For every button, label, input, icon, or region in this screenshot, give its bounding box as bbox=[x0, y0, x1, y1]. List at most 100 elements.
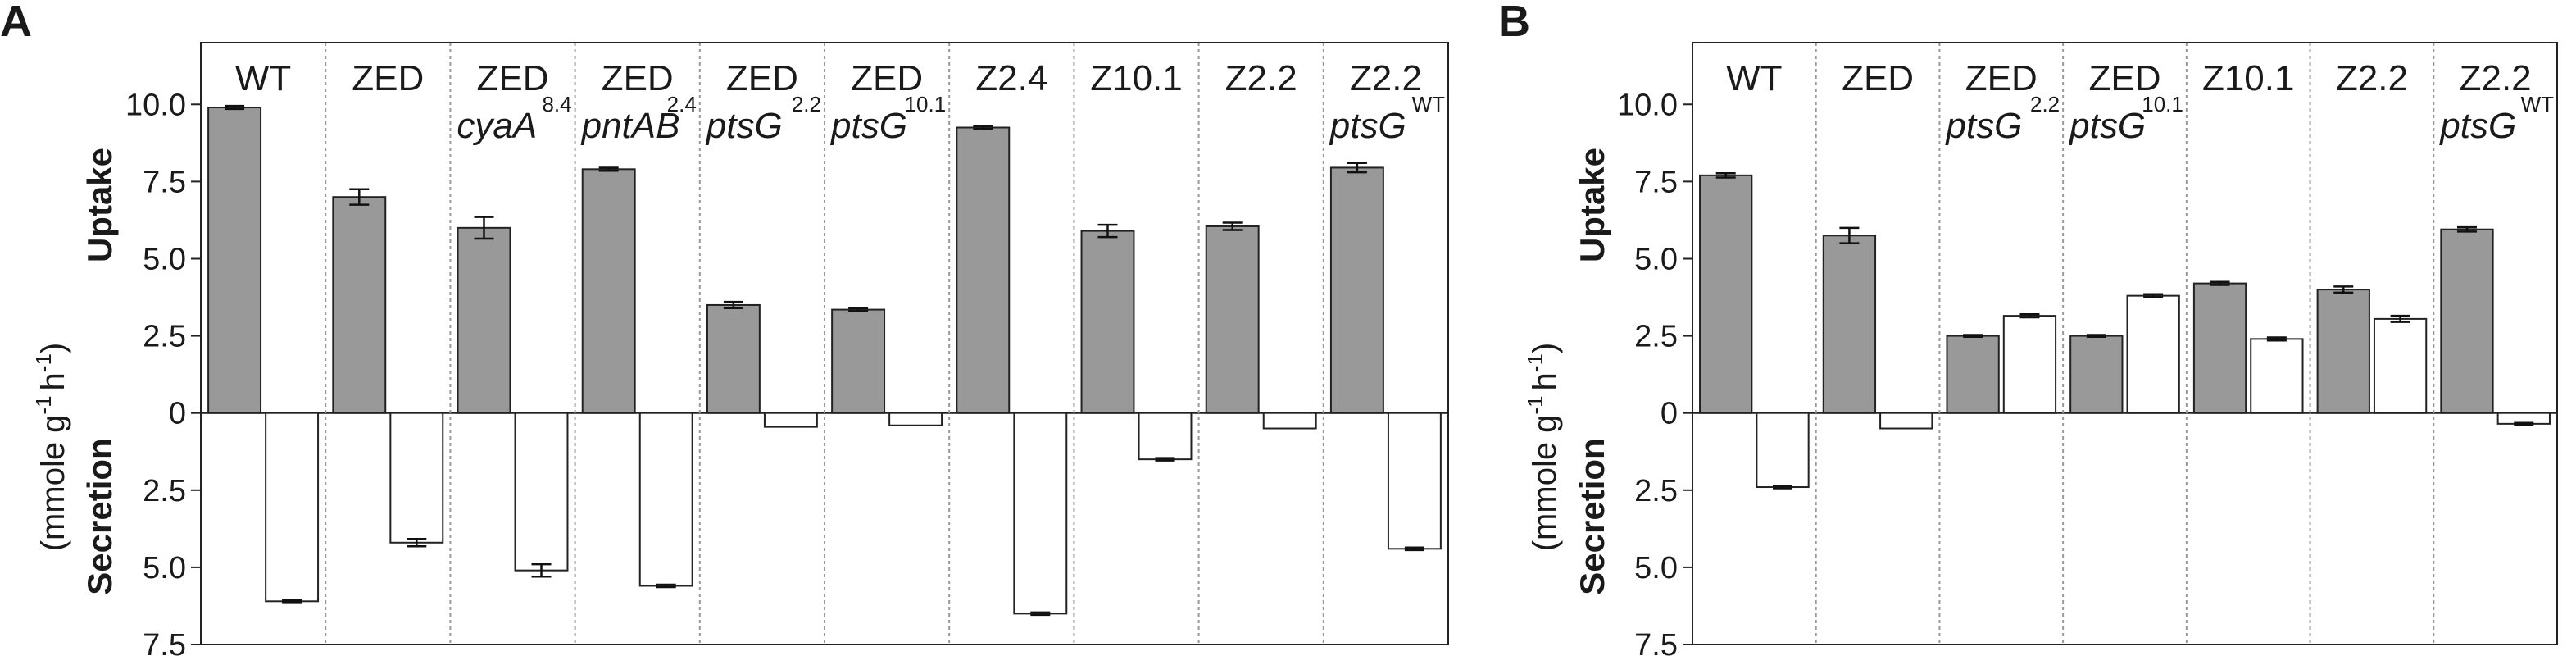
panel-b-secretion-label: Secretion bbox=[1573, 438, 1611, 594]
panel-b-bar-s1-2 bbox=[2002, 315, 2057, 414]
panel-a-y-ticks: 7.5 5.0 2.5 0 2.5 5.0 7.5 10.0 bbox=[125, 88, 201, 656]
panel-b-category-label-6: Z2.2 bbox=[2460, 58, 2532, 98]
panel-a-bar-s0-2 bbox=[457, 226, 511, 414]
panel-b-genotype-sup-3: 10.1 bbox=[2142, 92, 2183, 116]
panel-a-uptake-label: Uptake bbox=[80, 148, 119, 262]
panel-a-genotype-label-4: ptsG bbox=[705, 106, 783, 146]
panel-a-genotype-label-5: ptsG bbox=[829, 106, 907, 146]
panel-b-ytick-label-5: 5.0 bbox=[1634, 242, 1678, 276]
panel-b-category-label-3: ZED bbox=[2089, 58, 2161, 98]
panel-b-letter: B bbox=[1498, 0, 1530, 46]
panel-a-ytick-label-5: 5.0 bbox=[143, 242, 186, 276]
panel-a-ytick-label-7: 10.0 bbox=[125, 88, 186, 122]
panel-a-bar-s1-9 bbox=[1387, 412, 1442, 550]
panel-b-y-axis-label: (mmole g-1h-1) bbox=[1523, 343, 1563, 552]
panel-b-genotype-sup-2: 2.2 bbox=[2030, 92, 2060, 116]
panel-a-genotype-label-2: cyaA bbox=[457, 106, 537, 146]
panel-b-bar-s1-0 bbox=[1756, 412, 1810, 489]
panel-a-category-label-7: Z10.1 bbox=[1090, 58, 1183, 98]
panel-a-bar-s1-6 bbox=[1013, 412, 1068, 615]
panel-b-y-unit: (mmole g-1h-1) bbox=[1523, 343, 1563, 552]
panel-a-category-label-2: ZED bbox=[477, 58, 549, 98]
panel-b-ytick-label-6: 7.5 bbox=[1634, 165, 1678, 199]
panel-a-ytick-label-3: 0 bbox=[169, 397, 186, 431]
panel-b-category-label-5: Z2.2 bbox=[2336, 58, 2408, 98]
panel-b-ytick-label-4: 2.5 bbox=[1634, 320, 1678, 354]
panel-a-category-label-1: ZED bbox=[352, 58, 424, 98]
panel-a-bar-s1-4 bbox=[763, 412, 818, 428]
panel-b-ytick-label-7: 10.0 bbox=[1617, 88, 1678, 122]
panel-a-ytick-label-0: 7.5 bbox=[143, 628, 186, 656]
panel-b-bar-s0-2 bbox=[1946, 335, 2000, 414]
panel-b-y-ticks: 7.5 5.0 2.5 0 2.5 5.0 7.5 10.0 bbox=[1617, 88, 1692, 656]
panel-b-category-label-4: Z10.1 bbox=[2202, 58, 2295, 98]
panel-b-bar-s0-6 bbox=[2440, 228, 2494, 414]
panel-b-frame bbox=[1692, 42, 2558, 645]
panel-a-bar-s1-2 bbox=[514, 412, 569, 572]
panel-a-genotype-sup-3: 2.4 bbox=[667, 92, 697, 116]
panel-b-uptake-label: Uptake bbox=[1573, 148, 1611, 262]
panel-b-bar-s0-5 bbox=[2316, 289, 2370, 414]
panel-a-bar-s1-5 bbox=[888, 412, 943, 426]
panel-a-bar-s1-7 bbox=[1138, 412, 1193, 461]
panel-a-bar-s1-8 bbox=[1262, 412, 1317, 430]
panel-a-category-label-6: Z2.4 bbox=[975, 58, 1047, 98]
panel-a-category-label-9: Z2.2 bbox=[1350, 58, 1422, 98]
panel-b-category-label-0: WT bbox=[1726, 58, 1782, 98]
panel-a-bar-s0-9 bbox=[1329, 166, 1384, 414]
panel-a-bar-s1-1 bbox=[389, 412, 444, 544]
panel-b: B (mmole g-1h-1) Uptake Secretion 7.5 5.0… bbox=[1498, 0, 2558, 656]
panel-b-genotype-sup-6: WT bbox=[2521, 92, 2555, 116]
panel-a-ytick-label-1: 5.0 bbox=[143, 551, 186, 585]
panel-a-bar-s0-1 bbox=[332, 196, 387, 414]
panel-a-genotype-sup-4: 2.2 bbox=[792, 92, 821, 116]
panel-b-bar-s0-3 bbox=[2069, 335, 2124, 414]
panel-a-genotype-sup-5: 10.1 bbox=[905, 92, 947, 116]
panel-b-ytick-label-3: 0 bbox=[1661, 397, 1678, 431]
panel-b-bar-s0-4 bbox=[2192, 282, 2247, 414]
panel-b-bar-s1-5 bbox=[2373, 317, 2428, 414]
panel-a-bar-s0-8 bbox=[1205, 225, 1260, 414]
panel-a-letter: A bbox=[0, 0, 32, 46]
panel-a-genotype-label-3: pntAB bbox=[580, 106, 680, 146]
panel-a-category-label-3: ZED bbox=[602, 58, 674, 98]
panel-b-genotype-label-3: ptsG bbox=[2068, 106, 2146, 146]
panel-a: A (mmole g-1h-1) Uptake Secretion 7.5 5.0… bbox=[0, 0, 1449, 656]
panel-a-bar-s0-6 bbox=[956, 126, 1011, 414]
panel-b-genotype-label-6: ptsG bbox=[2438, 106, 2516, 146]
panel-a-category-label-8: Z2.2 bbox=[1225, 58, 1297, 98]
panel-b-bar-s1-1 bbox=[1879, 412, 1933, 430]
panel-b-genotype-label-2: ptsG bbox=[1944, 106, 2022, 146]
panel-a-ytick-label-2: 2.5 bbox=[143, 474, 186, 508]
panel-a-ytick-label-4: 2.5 bbox=[143, 320, 186, 354]
panel-b-category-label-1: ZED bbox=[1842, 58, 1914, 98]
panel-b-category-label-2: ZED bbox=[1965, 58, 2038, 98]
panel-b-ytick-label-0: 7.5 bbox=[1634, 628, 1678, 656]
panel-a-bar-s0-4 bbox=[706, 303, 761, 414]
panel-a-bar-s1-3 bbox=[638, 412, 693, 587]
panel-a-bar-s1-0 bbox=[265, 412, 320, 603]
panel-b-bar-s0-0 bbox=[1699, 174, 1753, 414]
panel-a-category-label-5: ZED bbox=[851, 58, 923, 98]
panel-b-bar-s1-3 bbox=[2126, 294, 2180, 414]
panel-a-bar-s0-3 bbox=[581, 168, 636, 414]
panel-a-ytick-label-6: 7.5 bbox=[143, 165, 186, 199]
panel-b-ytick-label-1: 5.0 bbox=[1634, 551, 1678, 585]
panel-a-plot-area: WT ZED ZEDcyaA8.4ZEDpntAB2.4ZEDptsG2.2ZEDp… bbox=[200, 42, 1449, 645]
panel-a-genotype-label-9: ptsG bbox=[1329, 106, 1406, 146]
panel-a-y-unit: (mmole g-1h-1) bbox=[31, 343, 71, 552]
panel-a-category-label-4: ZED bbox=[726, 58, 798, 98]
panel-a-bar-s0-0 bbox=[207, 107, 262, 414]
panel-a-genotype-sup-9: WT bbox=[1412, 92, 1446, 116]
panel-b-ytick-label-2: 2.5 bbox=[1634, 474, 1678, 508]
panel-a-secretion-label: Secretion bbox=[80, 438, 119, 594]
panel-a-y-axis-label: (mmole g-1h-1) bbox=[31, 343, 71, 552]
panel-a-genotype-sup-2: 8.4 bbox=[542, 92, 571, 116]
panel-a-category-label-0: WT bbox=[235, 58, 291, 98]
panel-b-bar-s1-4 bbox=[2250, 338, 2304, 414]
panel-a-frame bbox=[200, 42, 1449, 645]
panel-a-bar-s0-7 bbox=[1080, 230, 1135, 414]
panel-b-bar-s0-1 bbox=[1822, 235, 1877, 414]
